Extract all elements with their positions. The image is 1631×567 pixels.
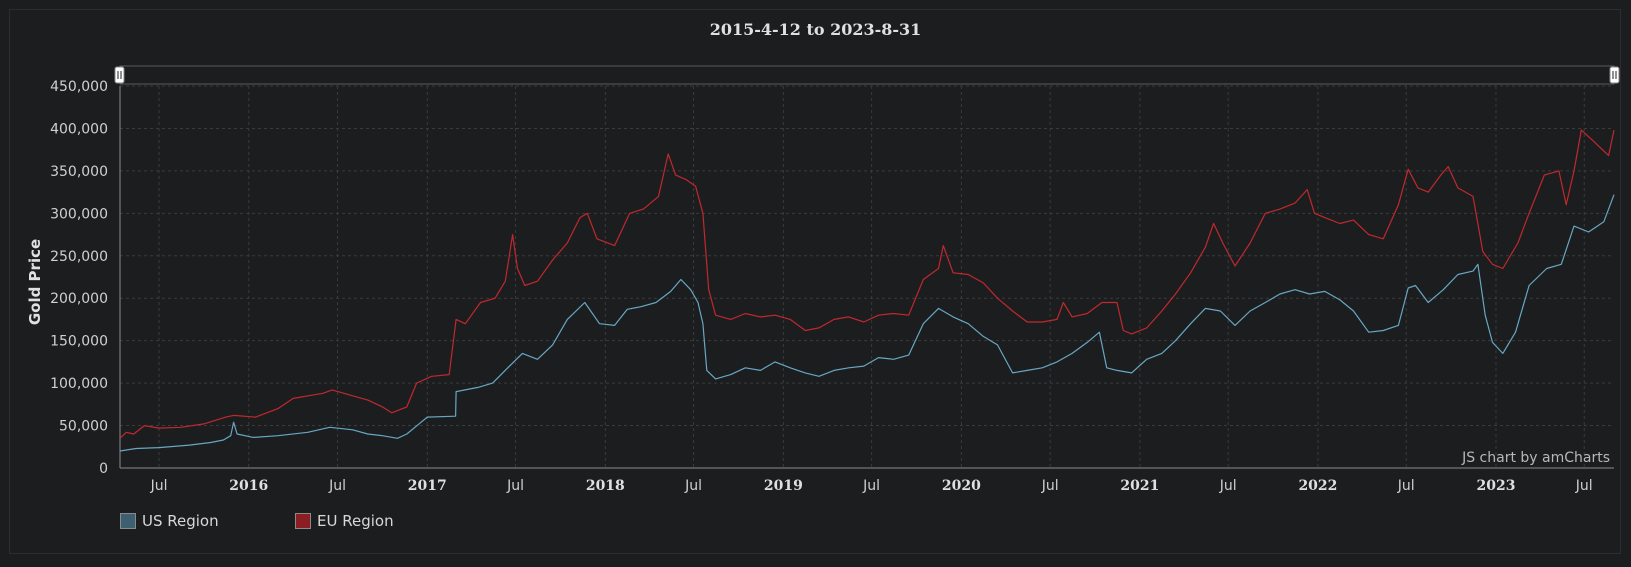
y-tick-label: 450,000 [50, 79, 108, 95]
series-layer [119, 129, 1615, 452]
scrollbar-left-grip[interactable] [114, 66, 125, 84]
legend: US Region EU Region [120, 512, 470, 530]
x-year-label: 2018 [586, 478, 625, 494]
x-tick-label: Jul [328, 478, 346, 494]
series-line-us-region [119, 194, 1615, 452]
y-axis-title: Gold Price [26, 239, 44, 325]
grid [120, 85, 1614, 469]
x-year-label: 2020 [942, 478, 981, 494]
legend-item-eu-region[interactable]: EU Region [295, 512, 470, 530]
y-tick-label: 0 [99, 461, 108, 477]
scrollbar-track[interactable] [119, 65, 1615, 85]
x-year-label: 2019 [764, 478, 803, 494]
legend-label: US Region [142, 512, 219, 530]
x-year-label: 2017 [408, 478, 447, 494]
x-year-label: 2022 [1298, 478, 1337, 494]
y-tick-label: 350,000 [50, 164, 108, 180]
scrollbar-right-grip[interactable] [1609, 66, 1620, 84]
x-year-label: 2023 [1476, 478, 1515, 494]
y-tick-label: 100,000 [50, 376, 108, 392]
y-tick-label: 300,000 [50, 206, 108, 222]
amcharts-credit[interactable]: JS chart by amCharts [1461, 450, 1610, 466]
x-tick-label: Jul [1219, 478, 1237, 494]
chart-title: 2015-4-12 to 2023-8-31 [709, 20, 922, 39]
legend-swatch [120, 513, 136, 529]
y-tick-label: 200,000 [50, 291, 108, 307]
y-tick-label: 250,000 [50, 249, 108, 265]
x-tick-label: Jul [1041, 478, 1059, 494]
y-tick-label: 150,000 [50, 334, 108, 350]
x-tick-label: Jul [1397, 478, 1415, 494]
y-tick-label: 50,000 [59, 419, 108, 435]
x-tick-label: Jul [862, 478, 880, 494]
axis-labels: 0 50,000 100,000 150,000 200,000 250,000 300,0… [50, 79, 1593, 494]
legend-item-us-region[interactable]: US Region [120, 512, 295, 530]
legend-label: EU Region [317, 512, 394, 530]
chart-frame [9, 9, 1621, 554]
x-tick-label: Jul [150, 478, 168, 494]
x-tick-label: Jul [506, 478, 524, 494]
axes [119, 86, 1614, 469]
x-year-label: 2016 [229, 478, 268, 494]
y-tick-label: 400,000 [50, 121, 108, 137]
x-tick-label: Jul [684, 478, 702, 494]
scrollbar[interactable] [114, 65, 1620, 85]
x-year-label: 2021 [1120, 478, 1159, 494]
legend-swatch [295, 513, 311, 529]
series-line-eu-region [119, 129, 1615, 439]
x-tick-label: Jul [1575, 478, 1593, 494]
